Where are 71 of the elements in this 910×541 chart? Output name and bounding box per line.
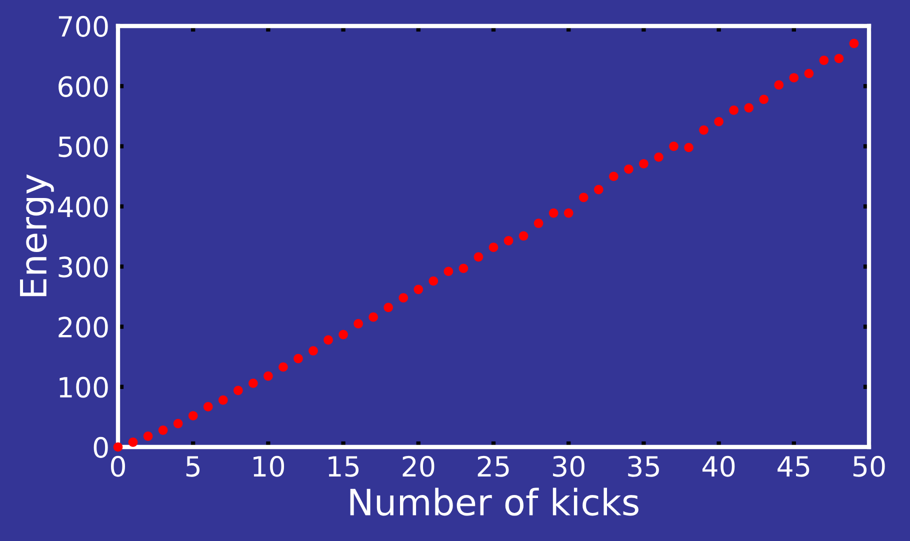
point <box>308 346 318 356</box>
x-tick-label: 40 <box>702 456 735 477</box>
point <box>324 335 333 345</box>
x-tick-label: 20 <box>402 456 434 477</box>
point <box>789 73 799 82</box>
x-tick-label: 15 <box>328 456 359 477</box>
point <box>729 106 738 115</box>
y-tick-label: 700 <box>58 16 108 37</box>
x-tick-label: 50 <box>853 456 885 477</box>
point <box>354 319 363 328</box>
point <box>474 252 484 262</box>
point <box>594 184 604 194</box>
x-axis-title: Number of kicks <box>350 488 638 516</box>
point <box>714 116 724 126</box>
point <box>158 426 168 435</box>
point <box>624 164 634 174</box>
y-tick-label: 400 <box>58 196 108 218</box>
point <box>398 293 408 303</box>
x-tick-label: 5 <box>186 456 200 477</box>
point <box>699 125 708 135</box>
x-tick-label: 25 <box>478 456 509 477</box>
point <box>804 68 814 78</box>
point <box>744 103 754 112</box>
point <box>578 192 588 202</box>
point <box>113 442 123 452</box>
x-tick-label: 35 <box>628 456 659 477</box>
point <box>248 378 258 388</box>
y-tick-label: 600 <box>58 76 108 98</box>
point <box>143 432 153 441</box>
point <box>414 284 424 294</box>
point <box>774 80 784 90</box>
point <box>234 386 243 396</box>
point <box>368 312 378 322</box>
x-tick-label: 10 <box>254 456 284 477</box>
point <box>218 395 228 405</box>
point <box>173 418 183 428</box>
point <box>384 302 394 312</box>
point <box>504 236 514 246</box>
point <box>264 371 273 381</box>
point <box>488 242 498 252</box>
y-tick-label: 500 <box>58 136 108 158</box>
point <box>188 411 198 420</box>
point <box>294 354 303 364</box>
y-tick-label: 200 <box>58 316 108 338</box>
point <box>444 266 454 276</box>
point <box>819 56 829 65</box>
y-tick-label: 0 <box>94 436 108 458</box>
x-tick-label: 0 <box>110 456 125 477</box>
point <box>128 438 138 447</box>
point <box>534 218 544 228</box>
point <box>203 402 213 412</box>
point <box>684 142 694 152</box>
x-tick-label: 30 <box>553 456 584 477</box>
y-axis-title: Energy <box>20 174 54 296</box>
point <box>278 362 288 372</box>
point <box>669 142 678 151</box>
point <box>564 208 574 218</box>
point <box>428 276 438 286</box>
point <box>639 159 648 168</box>
y-tick-label: 300 <box>58 256 108 278</box>
point <box>759 94 769 104</box>
y-tick-label: 100 <box>60 376 108 398</box>
point <box>609 172 618 182</box>
point <box>654 152 664 162</box>
point <box>338 330 348 340</box>
point <box>834 54 844 64</box>
point <box>458 264 468 274</box>
point <box>548 208 558 218</box>
point <box>849 38 859 48</box>
x-tick-label: 45 <box>778 456 810 477</box>
point <box>518 231 528 241</box>
